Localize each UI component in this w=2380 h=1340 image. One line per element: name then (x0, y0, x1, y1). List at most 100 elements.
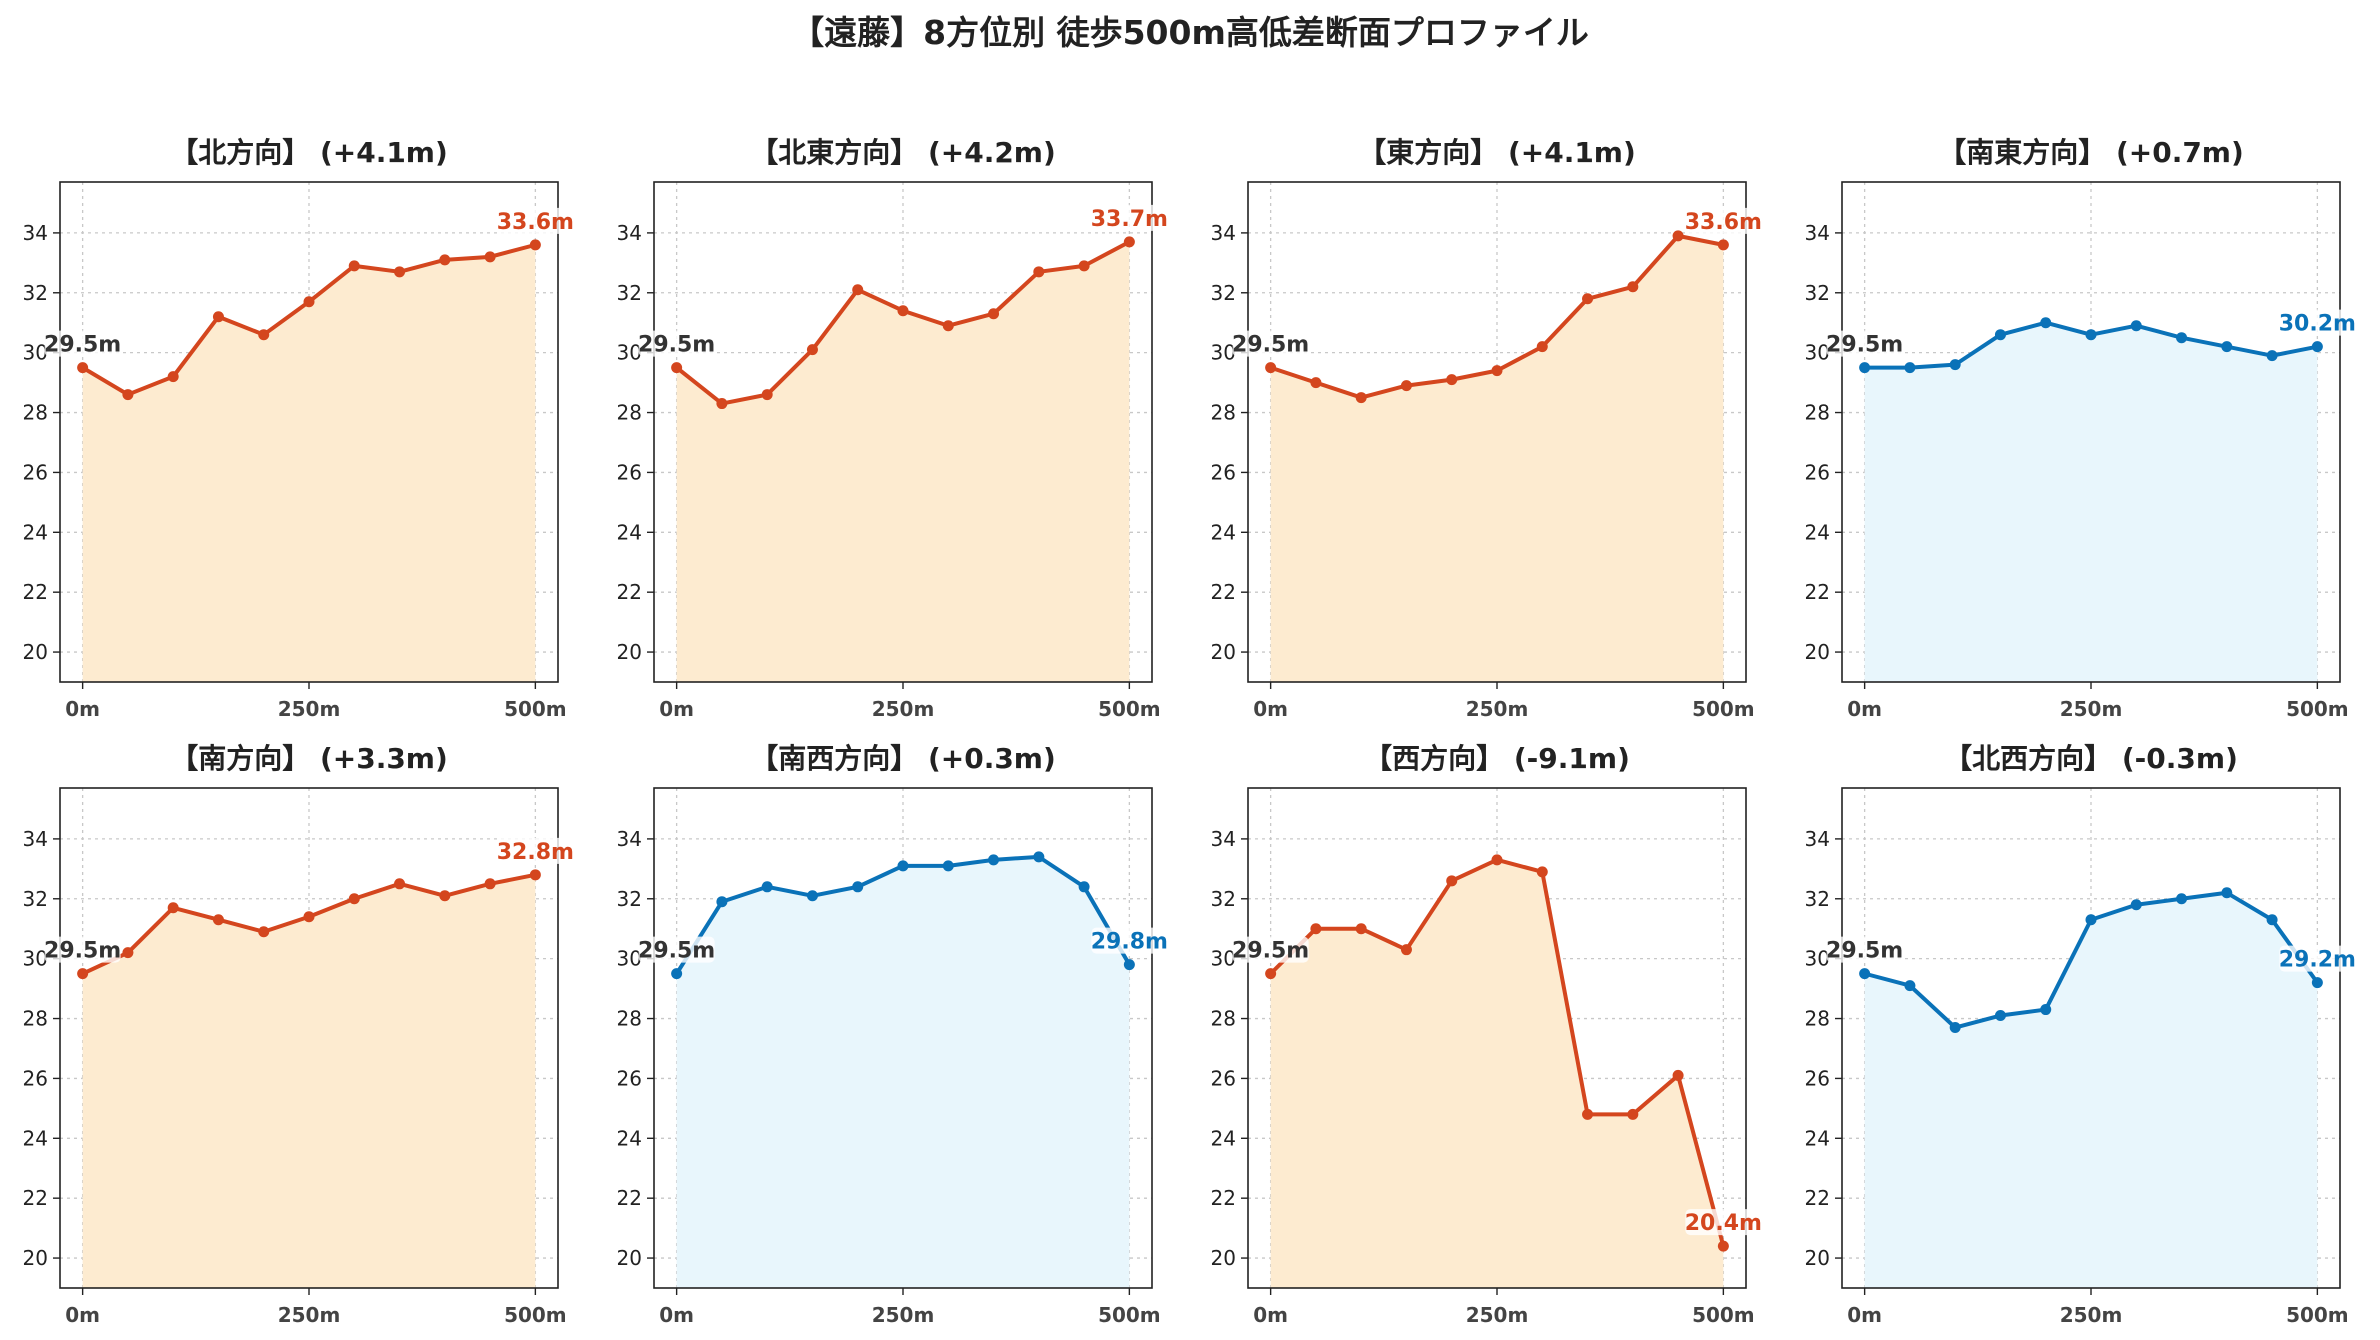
end-value-label: 33.7m (1091, 207, 1168, 232)
elevation-area (82, 874, 536, 1288)
data-point (2311, 977, 2323, 989)
start-value-label: 29.5m (1232, 939, 1309, 964)
start-value-label-bg (44, 936, 121, 963)
y-tick-label: 32 (1805, 281, 1830, 305)
start-value-label-bg (638, 936, 715, 963)
start-value-label: 29.5m (44, 939, 121, 964)
start-value-label-bg (44, 330, 121, 357)
y-tick-label: 30 (1211, 341, 1236, 365)
data-point (942, 320, 954, 332)
data-point (897, 305, 909, 317)
data-point (1310, 923, 1322, 935)
data-point (2130, 320, 2142, 332)
chart-panel: 【南方向】 (+3.3m) 20 22 24 26 28 30 32 34 0m 250m 500m 2… (23, 742, 574, 1327)
elevation-area (1864, 322, 2318, 682)
y-tick-label: 32 (617, 281, 642, 305)
data-point (1446, 875, 1458, 887)
y-tick-label: 32 (23, 887, 48, 911)
chart-panel: 【南東方向】 (+0.7m) 20 22 24 26 28 30 32 34 0m 250m 500m… (1805, 136, 2356, 721)
end-value-label: 29.8m (1091, 930, 1168, 955)
panel-title: 【南方向】 (+3.3m) (170, 742, 448, 775)
y-tick-label: 34 (1211, 221, 1236, 245)
panel-title: 【西方向】 (-9.1m) (1364, 742, 1630, 775)
x-tick-label: 500m (504, 1303, 567, 1327)
data-point (258, 329, 270, 341)
y-tick-label: 34 (1211, 827, 1236, 851)
data-point (1033, 851, 1045, 863)
end-value-label: 20.4m (1685, 1211, 1762, 1236)
end-value-label-bg (1685, 1209, 1762, 1236)
data-point (394, 266, 406, 278)
data-point (122, 389, 134, 401)
y-tick-label: 28 (23, 1007, 48, 1031)
data-point (1355, 392, 1367, 404)
y-tick-label: 24 (617, 1126, 642, 1150)
y-tick-label: 20 (23, 640, 48, 664)
data-point (1033, 266, 1045, 278)
y-tick-label: 22 (617, 580, 642, 604)
data-point (1994, 1010, 2006, 1022)
data-point (77, 362, 89, 374)
y-tick-label: 24 (1805, 520, 1830, 544)
end-value-label-bg (497, 207, 574, 234)
data-point (2221, 887, 2233, 899)
start-value-label-bg (1232, 936, 1309, 963)
y-tick-label: 30 (617, 341, 642, 365)
y-tick-label: 34 (617, 827, 642, 851)
y-tick-label: 34 (23, 221, 48, 245)
data-point (671, 362, 683, 374)
y-tick-label: 22 (1211, 580, 1236, 604)
data-point (1491, 365, 1503, 377)
chart-panel: 【南西方向】 (+0.3m) 20 22 24 26 28 30 32 34 0m 250m 500m… (617, 742, 1168, 1327)
x-tick-label: 250m (2060, 697, 2123, 721)
start-value-label-bg (1826, 936, 1903, 963)
y-tick-label: 24 (1211, 1126, 1236, 1150)
data-point (1536, 866, 1548, 878)
y-tick-label: 30 (23, 947, 48, 971)
data-point (1123, 236, 1135, 248)
data-point (806, 890, 818, 902)
data-point (1265, 362, 1277, 374)
panel-title: 【北方向】 (+4.1m) (170, 136, 448, 169)
data-point (806, 344, 818, 356)
x-tick-label: 250m (278, 1303, 341, 1327)
y-tick-label: 26 (617, 460, 642, 484)
chart-panel: 【北方向】 (+4.1m) 20 22 24 26 28 30 32 34 0m 250m 500m 2… (23, 136, 574, 721)
data-point (1491, 854, 1503, 866)
data-point (529, 869, 541, 881)
data-point (988, 854, 1000, 866)
chart-panel: 【北西方向】 (-0.3m) 20 22 24 26 28 30 32 34 0m 250m 500m… (1805, 742, 2356, 1327)
data-point (852, 284, 864, 296)
data-point (2176, 893, 2188, 905)
data-point (1949, 359, 1961, 371)
panel-title: 【北東方向】 (+4.2m) (750, 136, 1056, 169)
y-tick-label: 32 (1211, 281, 1236, 305)
data-point (1672, 1069, 1684, 1081)
data-point (2266, 914, 2278, 926)
y-tick-label: 20 (23, 1246, 48, 1270)
start-value-label-bg (638, 330, 715, 357)
y-tick-label: 34 (1805, 827, 1830, 851)
y-tick-label: 26 (1211, 460, 1236, 484)
y-tick-label: 20 (617, 640, 642, 664)
data-point (2040, 317, 2052, 329)
x-tick-label: 500m (2286, 697, 2349, 721)
x-tick-label: 500m (2286, 1303, 2349, 1327)
start-value-label: 29.5m (638, 333, 715, 358)
chart-panel: 【西方向】 (-9.1m) 20 22 24 26 28 30 32 34 0m 250m 500m 2… (1211, 742, 1762, 1327)
y-tick-label: 34 (1805, 221, 1830, 245)
data-point (942, 860, 954, 872)
data-point (2085, 329, 2097, 341)
elevation-area (676, 856, 1130, 1288)
x-tick-label: 250m (872, 697, 935, 721)
y-tick-label: 28 (617, 401, 642, 425)
data-point (1265, 968, 1277, 980)
y-tick-label: 32 (23, 281, 48, 305)
x-tick-label: 500m (1692, 697, 1755, 721)
elevation-area (1270, 235, 1724, 682)
x-tick-label: 0m (1847, 697, 1882, 721)
data-point (1949, 1022, 1961, 1034)
y-tick-label: 28 (1805, 401, 1830, 425)
y-tick-label: 22 (1805, 1186, 1830, 1210)
